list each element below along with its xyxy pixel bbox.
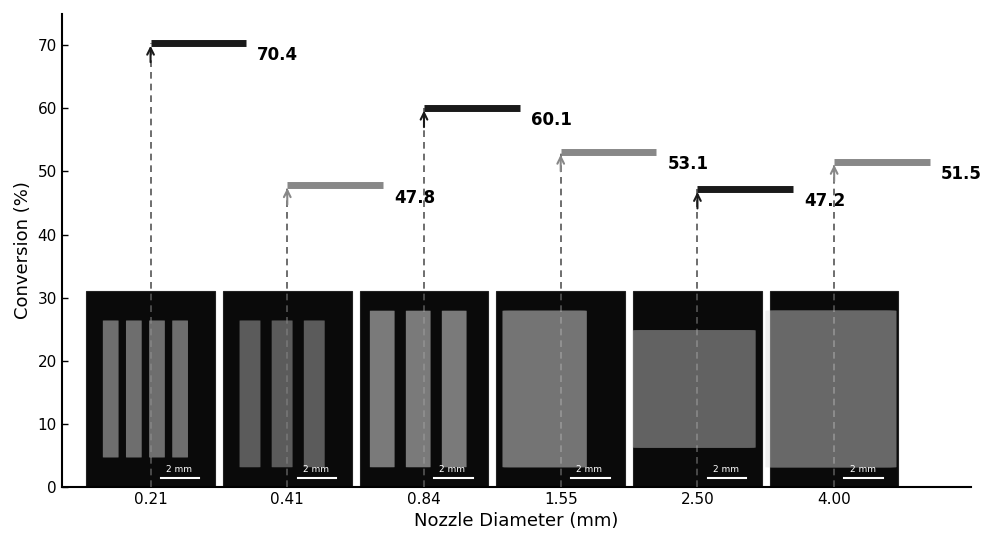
Text: 70.4: 70.4 bbox=[257, 46, 298, 64]
Text: 2 mm: 2 mm bbox=[166, 465, 192, 474]
Text: 47.8: 47.8 bbox=[394, 189, 435, 207]
Bar bbox=[770, 291, 898, 487]
Text: 51.5: 51.5 bbox=[941, 165, 982, 183]
FancyBboxPatch shape bbox=[172, 320, 188, 458]
Text: 2 mm: 2 mm bbox=[303, 465, 329, 474]
FancyBboxPatch shape bbox=[765, 310, 896, 468]
Text: 2 mm: 2 mm bbox=[439, 465, 465, 474]
Bar bbox=[360, 291, 488, 487]
FancyBboxPatch shape bbox=[103, 320, 119, 458]
FancyBboxPatch shape bbox=[502, 311, 587, 467]
Y-axis label: Conversion (%): Conversion (%) bbox=[14, 181, 32, 319]
Text: 2 mm: 2 mm bbox=[850, 465, 876, 474]
FancyBboxPatch shape bbox=[442, 311, 467, 467]
Text: 2 mm: 2 mm bbox=[576, 465, 602, 474]
Bar bbox=[223, 291, 352, 487]
FancyBboxPatch shape bbox=[633, 330, 756, 448]
Bar bbox=[86, 291, 215, 487]
Text: 47.2: 47.2 bbox=[804, 192, 845, 211]
Bar bbox=[633, 291, 762, 487]
FancyBboxPatch shape bbox=[126, 320, 142, 458]
Text: 60.1: 60.1 bbox=[531, 111, 572, 129]
FancyBboxPatch shape bbox=[370, 311, 395, 467]
FancyBboxPatch shape bbox=[240, 320, 260, 467]
FancyBboxPatch shape bbox=[149, 320, 165, 458]
FancyBboxPatch shape bbox=[406, 311, 431, 467]
Bar bbox=[496, 291, 625, 487]
FancyBboxPatch shape bbox=[272, 320, 293, 467]
FancyBboxPatch shape bbox=[304, 320, 325, 467]
Text: 53.1: 53.1 bbox=[667, 155, 708, 173]
X-axis label: Nozzle Diameter (mm): Nozzle Diameter (mm) bbox=[414, 512, 618, 530]
Text: 2 mm: 2 mm bbox=[713, 465, 739, 474]
